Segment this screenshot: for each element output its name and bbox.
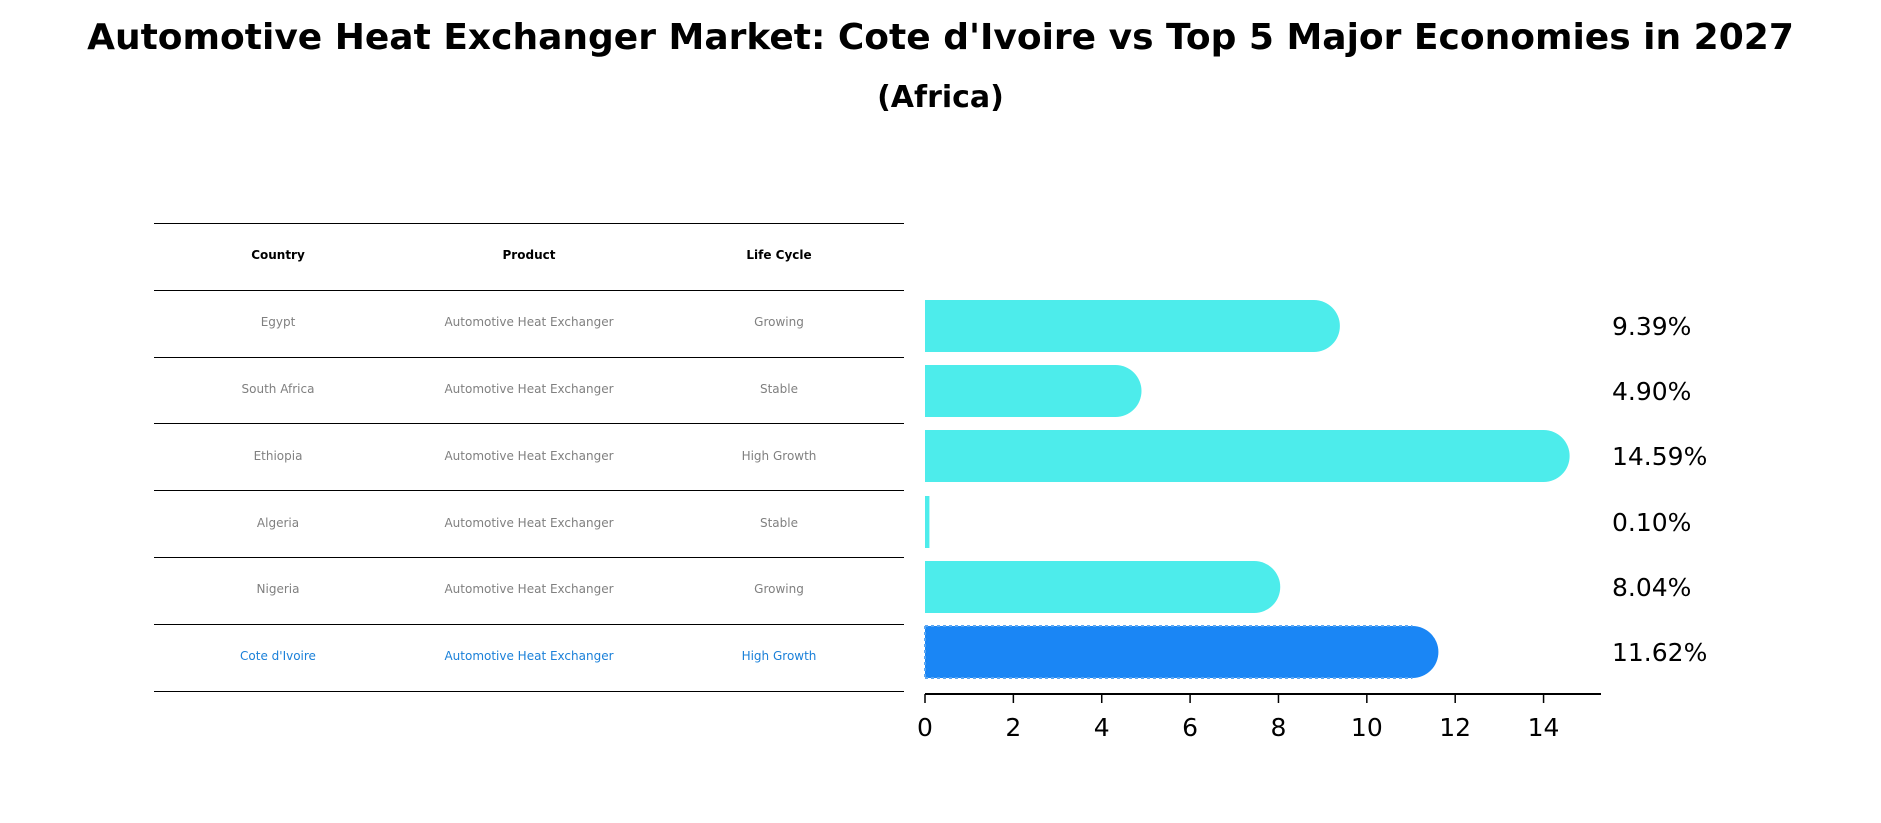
x-tick-label: 6: [1182, 713, 1198, 742]
table-cell: Automotive Heat Exchanger: [444, 649, 614, 664]
x-tick-label: 8: [1271, 713, 1287, 742]
table-header-cell: Product: [502, 248, 556, 263]
table-cell: Automotive Heat Exchanger: [444, 515, 614, 530]
table-rule: [154, 289, 904, 291]
bar: [925, 430, 1570, 482]
chart-title: Automotive Heat Exchanger Market: Cote d…: [87, 17, 1794, 58]
table-cell: Automotive Heat Exchanger: [444, 382, 614, 396]
table-cell: Automotive Heat Exchanger: [444, 582, 614, 597]
bar-value-label: 4.90%: [1612, 377, 1691, 406]
table-cell: South Africa: [241, 382, 315, 396]
table-cell: Algeria: [256, 515, 300, 530]
x-tick-label: 12: [1439, 713, 1471, 742]
table-cell: Automotive Heat Exchanger: [444, 315, 614, 330]
bar-highlight-outline: [924, 625, 1413, 679]
bar: [925, 365, 1142, 417]
bar-value-label: 0.10%: [1612, 508, 1691, 537]
bar-value-label: 9.39%: [1612, 312, 1691, 341]
bar: [925, 626, 1439, 678]
table-rule: [154, 356, 904, 358]
table-cell: Cote d'Ivoire: [240, 649, 316, 664]
table-rule: [154, 623, 904, 625]
table-rule: [154, 557, 904, 558]
table-cell: Nigeria: [256, 582, 300, 597]
table-cell: Stable: [759, 515, 798, 530]
table-cell: High Growth: [741, 448, 817, 463]
bar: [925, 561, 1281, 613]
bar-value-label: 8.04%: [1612, 573, 1691, 602]
x-tick-label: 4: [1094, 713, 1110, 742]
table-header-cell: Country: [251, 248, 305, 263]
bar: [925, 496, 930, 548]
table-cell: Ethiopia: [253, 448, 303, 463]
bar: [925, 300, 1340, 352]
table-rule: [154, 223, 904, 224]
chart-subtitle: (Africa): [877, 80, 1004, 115]
bar-value-label: 14.59%: [1612, 442, 1707, 471]
x-tick-label: 0: [917, 713, 933, 742]
table-cell: Growing: [754, 315, 804, 330]
table-rule: [154, 690, 904, 692]
bar-value-label: 11.62%: [1612, 638, 1707, 667]
table-cell: Egypt: [260, 315, 296, 330]
table-cell: Automotive Heat Exchanger: [444, 448, 614, 463]
table-rule: [154, 490, 904, 492]
table-cell: Stable: [759, 382, 798, 396]
x-tick-label: 2: [1005, 713, 1021, 742]
table-cell: Growing: [754, 582, 804, 597]
table-rule: [154, 423, 904, 425]
table-cell: High Growth: [741, 649, 817, 664]
x-tick-label: 10: [1351, 713, 1383, 742]
table-header-cell: Life Cycle: [746, 248, 812, 263]
x-tick-label: 14: [1528, 713, 1560, 742]
